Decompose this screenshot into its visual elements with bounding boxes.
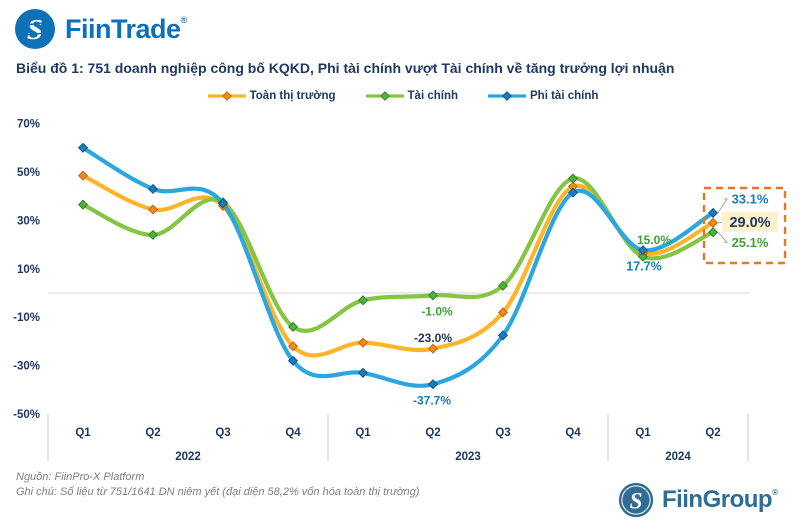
series-line-2 <box>80 145 716 388</box>
x-tick-label: Q1 <box>355 427 371 439</box>
data-point-marker <box>147 183 159 195</box>
data-point-marker <box>427 379 439 390</box>
data-point-marker <box>497 280 509 291</box>
data-point-marker <box>497 307 509 318</box>
data-point-marker <box>427 290 439 301</box>
legend-item-tai-chinh: Tài chính <box>365 90 459 102</box>
data-point-marker <box>427 343 439 354</box>
fiintrade-wordmark: FiinTrade <box>65 13 181 44</box>
legend-label: Phi tài chính <box>530 90 599 102</box>
year-label: 2022 <box>175 451 201 463</box>
chart-title: Biểu đồ 1: 751 doanh nghiệp công bố KQKD… <box>16 60 675 76</box>
label-leader-line <box>717 198 728 214</box>
data-label: -23.0% <box>414 331 452 345</box>
x-tick-label: Q4 <box>285 427 301 439</box>
data-point-marker <box>707 217 719 228</box>
highlight-box <box>702 186 787 265</box>
data-label: 29.0% <box>729 215 770 231</box>
data-label: 17.7% <box>626 260 661 274</box>
legend-label: Tài chính <box>407 90 459 102</box>
y-tick-label: -30% <box>13 361 40 373</box>
y-tick-label: -10% <box>13 312 40 324</box>
label-leader-line <box>717 231 729 243</box>
fiintrade-logo: S FiinTrade ® <box>14 8 187 50</box>
x-tick-label: Q2 <box>145 427 160 439</box>
data-label: 33.1% <box>732 192 769 207</box>
data-point-marker <box>357 337 369 348</box>
data-point-marker <box>567 173 579 184</box>
x-tick-label: Q1 <box>635 427 651 439</box>
year-label: 2023 <box>455 451 481 463</box>
data-point-marker <box>77 142 89 153</box>
data-point-marker <box>567 187 579 198</box>
y-tick-label: 30% <box>17 215 40 227</box>
data-point-marker <box>707 207 719 218</box>
data-point-marker <box>287 341 299 352</box>
svg-text:S: S <box>27 14 43 46</box>
series-line-0 <box>80 173 716 358</box>
data-point-marker <box>287 355 299 366</box>
data-point-marker <box>637 251 649 262</box>
legend-line-diamond-icon <box>365 91 404 101</box>
data-point-marker <box>77 170 89 181</box>
legend-item-phi-tai-chinh: Phi tài chính <box>488 90 598 102</box>
fiingroup-wordmark: FiinGroup <box>661 486 773 513</box>
data-point-marker <box>357 295 369 306</box>
data-label: 25.1% <box>732 235 769 250</box>
data-point-marker <box>77 199 89 210</box>
legend-label: Toàn thị trường <box>249 90 336 102</box>
fiingroup-registered-mark: ® <box>772 487 778 497</box>
x-tick-label: Q2 <box>425 427 440 439</box>
source-note: Nguồn: FiinPro-X Platform <box>16 471 145 483</box>
data-point-marker <box>357 367 369 378</box>
fiintrade-s-icon: S <box>15 9 55 49</box>
highlight-label-bg <box>722 211 778 232</box>
year-label: 2024 <box>665 451 691 463</box>
x-tick-label: Q1 <box>75 427 91 439</box>
chart-legend: Toàn thị trường Tài chính Phi tài chính <box>48 90 758 102</box>
fiingroup-s-icon: S <box>618 482 654 518</box>
y-tick-label: 70% <box>17 119 40 131</box>
data-point-marker <box>707 227 719 238</box>
footer-notes: Nguồn: FiinPro-X Platform Ghi chú: Số li… <box>16 470 419 500</box>
x-tick-label: Q3 <box>215 427 230 439</box>
data-point-marker <box>287 321 299 332</box>
data-label: -37.7% <box>413 394 451 408</box>
data-point-marker <box>147 204 159 215</box>
data-point-marker <box>147 229 159 240</box>
x-tick-label: Q2 <box>705 427 720 439</box>
legend-line-diamond-icon <box>207 91 246 101</box>
svg-text:S: S <box>630 489 643 515</box>
legend-item-toan-thi-truong: Toàn thị trường <box>207 90 336 102</box>
y-tick-label: 50% <box>17 167 40 179</box>
x-tick-label: Q4 <box>565 427 581 439</box>
data-point-marker <box>497 330 509 341</box>
y-tick-label: -50% <box>13 409 40 421</box>
fiingroup-logo: S FiinGroup ® <box>618 482 778 518</box>
data-note: Ghi chú: Số liệu từ 751/1641 DN niêm yết… <box>16 486 420 498</box>
y-tick-label: 10% <box>17 264 40 276</box>
legend-line-diamond-icon <box>488 91 527 101</box>
x-tick-label: Q3 <box>495 427 510 439</box>
data-point-marker <box>637 245 649 256</box>
data-label: 15.0% <box>637 233 671 247</box>
series-line-1 <box>80 176 716 333</box>
data-label: -1.0% <box>421 305 453 319</box>
data-point-marker <box>217 198 229 209</box>
line-chart: 70% 50% 30% 10% -10% -30% -50% Q1 Q2 Q3 Q4 Q1 Q2 Q3 Q4… <box>13 119 787 463</box>
fiintrade-registered-mark: ® <box>180 15 188 25</box>
